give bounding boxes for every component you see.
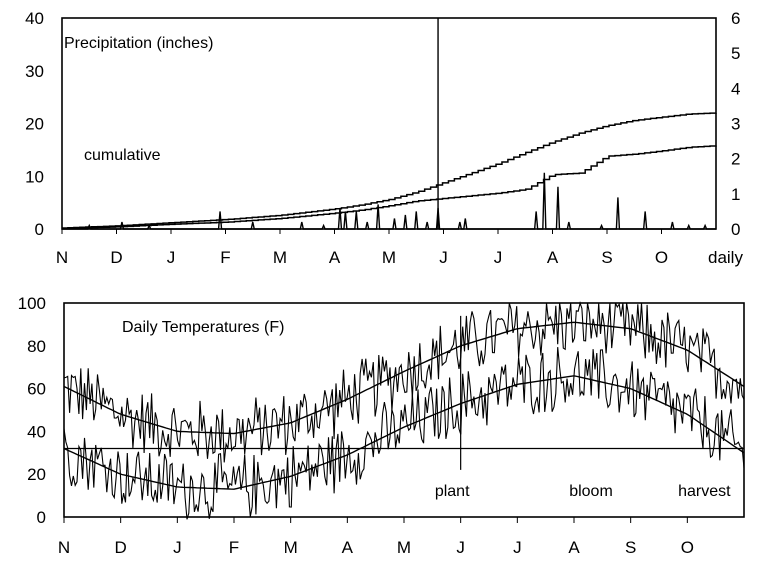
precip-right-tick-label: 2	[731, 150, 740, 169]
temp-y-axis-ticks: 0 20 40 60 80 100	[18, 294, 46, 527]
temp-annotations: plant bloom harvest	[435, 483, 731, 500]
precip-chart: 0 10 20 30 40 0 1 2 3 4 5 6 N D J F M A M J J A S O Precipita…	[25, 9, 743, 267]
precip-x-tick-label: M	[382, 248, 396, 267]
temp-x-tick-label: N	[58, 538, 70, 557]
precip-cumulative-label: cumulative	[84, 147, 161, 164]
precip-left-tick-label: 10	[25, 167, 44, 186]
temp-x-tick-label: M	[397, 538, 411, 557]
precip-right-tick-label: 4	[731, 79, 740, 98]
temp-daily-lower-line	[63, 347, 745, 520]
precip-daily-spikes	[62, 172, 716, 230]
precip-title: Precipitation (inches)	[64, 35, 213, 52]
precip-right-tick-label: 6	[731, 9, 740, 28]
temp-x-tick-label: O	[681, 538, 694, 557]
precip-cumulative-line-0	[62, 112, 717, 229]
temp-x-tick-label: D	[115, 538, 127, 557]
temp-daily-upper-line	[63, 300, 745, 463]
precip-x-tick-label: J	[494, 248, 503, 267]
temp-x-tick-label: F	[229, 538, 239, 557]
precip-cumulative-line-1	[62, 145, 717, 230]
precip-x-tick-label: M	[273, 248, 287, 267]
temp-annotation-plant: plant	[435, 483, 470, 500]
temp-y-tick-label: 20	[27, 465, 46, 484]
precip-left-axis-ticks: 0 10 20 30 40	[25, 9, 44, 239]
temp-x-tick-label: J	[513, 538, 522, 557]
precip-series	[62, 112, 717, 230]
precip-left-tick-label: 0	[35, 220, 44, 239]
temp-annotation-bloom: bloom	[569, 483, 613, 500]
temp-x-tick-label: A	[342, 538, 354, 557]
precip-left-tick-label: 30	[25, 62, 44, 81]
temp-series	[63, 300, 745, 520]
precip-left-tick-label: 40	[25, 9, 44, 28]
temp-normal-curve-1	[63, 375, 745, 490]
temp-annotation-harvest: harvest	[678, 483, 731, 500]
precip-right-tick-label: 3	[731, 115, 740, 134]
temp-y-tick-label: 80	[27, 337, 46, 356]
precip-x-tick-label: N	[56, 248, 68, 267]
precip-x-tick-label: S	[601, 248, 612, 267]
temp-x-tick-label: M	[284, 538, 298, 557]
temp-normal-curve-0	[63, 321, 745, 435]
temp-y-tick-label: 40	[27, 422, 46, 441]
precip-left-tick-label: 20	[25, 115, 44, 134]
precip-right-tick-label: 5	[731, 44, 740, 63]
precip-x-tick-label: D	[110, 248, 122, 267]
precip-x-tick-label: J	[439, 248, 448, 267]
precip-right-tick-label: 0	[731, 220, 740, 239]
precip-x-tick-label: F	[220, 248, 230, 267]
temp-title: Daily Temperatures (F)	[122, 319, 284, 336]
precip-x-tick-label: A	[329, 248, 341, 267]
precip-right-axis-ticks: 0 1 2 3 4 5 6	[731, 9, 740, 239]
temp-y-tick-label: 100	[18, 294, 46, 313]
temp-x-tick-label: S	[625, 538, 636, 557]
temp-x-tick-label: A	[568, 538, 580, 557]
precip-x-tick-label: A	[547, 248, 559, 267]
precip-x-tick-label: O	[655, 248, 668, 267]
temp-y-tick-label: 0	[37, 508, 46, 527]
temp-x-tick-label: J	[456, 538, 465, 557]
temperature-chart: 0 20 40 60 80 100 N D J F M A M J J A S O Daily Temperat…	[18, 294, 745, 557]
temp-y-tick-label: 60	[27, 380, 46, 399]
precip-x-tick-label: J	[167, 248, 176, 267]
precip-right-tick-label: 1	[731, 185, 740, 204]
precip-daily-label: daily	[708, 248, 743, 267]
temp-x-tick-label: J	[173, 538, 182, 557]
